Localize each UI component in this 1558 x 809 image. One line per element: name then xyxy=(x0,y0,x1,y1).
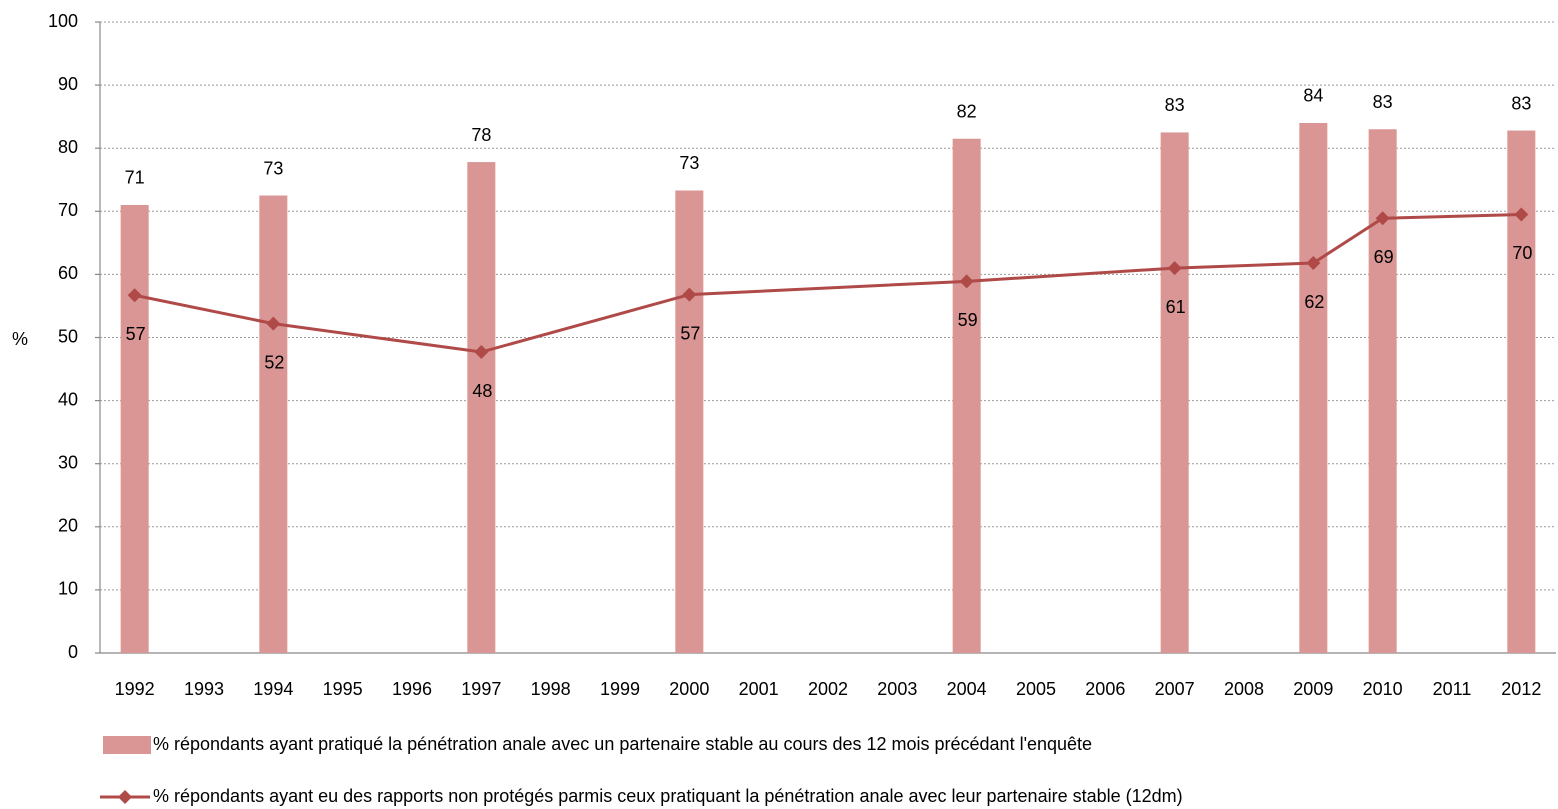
data-label: 78 xyxy=(471,125,491,145)
bar xyxy=(120,204,149,654)
x-tick-label: 2000 xyxy=(669,679,709,699)
y-tick-label: 0 xyxy=(68,642,78,662)
x-tick-label: 2005 xyxy=(1016,679,1056,699)
x-tick-label: 1997 xyxy=(461,679,501,699)
x-tick-label: 1992 xyxy=(115,679,155,699)
x-tick-label: 2007 xyxy=(1155,679,1195,699)
data-label: 52 xyxy=(264,352,284,372)
x-tick-label: 2004 xyxy=(947,679,987,699)
marker xyxy=(127,288,142,303)
y-tick-label: 20 xyxy=(58,516,78,536)
y-tick-label: 10 xyxy=(58,579,78,599)
marker xyxy=(1306,256,1321,271)
marker xyxy=(682,287,697,302)
data-label: 73 xyxy=(263,158,283,178)
x-tick-label: 2009 xyxy=(1293,679,1333,699)
x-tick-label: 2002 xyxy=(808,679,848,699)
y-tick-label: 30 xyxy=(58,452,78,472)
data-label: 62 xyxy=(1304,292,1324,312)
marker xyxy=(1167,261,1182,276)
x-tick-label: 2012 xyxy=(1501,679,1541,699)
y-tick-label: 50 xyxy=(58,326,78,346)
bar xyxy=(1160,132,1189,654)
y-tick-label: 100 xyxy=(48,11,78,31)
data-label: 71 xyxy=(125,168,145,188)
bar xyxy=(467,162,496,653)
data-label: 83 xyxy=(1165,95,1185,115)
marker xyxy=(1514,207,1529,222)
data-label: 70 xyxy=(1512,243,1532,263)
data-label: 59 xyxy=(958,310,978,330)
x-tick-label: 1994 xyxy=(253,679,293,699)
data-label: 73 xyxy=(679,153,699,173)
legend-label: % répondants ayant pratiqué la pénétrati… xyxy=(153,734,1092,754)
y-tick-label: 90 xyxy=(58,74,78,94)
x-tick-label: 1999 xyxy=(600,679,640,699)
x-tick-label: 2003 xyxy=(877,679,917,699)
data-label: 57 xyxy=(126,324,146,344)
y-tick-label: 60 xyxy=(58,263,78,283)
x-tick-label: 1996 xyxy=(392,679,432,699)
x-tick-label: 2001 xyxy=(739,679,779,699)
legend-marker xyxy=(118,790,132,804)
data-label: 57 xyxy=(680,323,700,343)
y-axis-label: % xyxy=(12,329,28,349)
data-label: 83 xyxy=(1373,92,1393,112)
bar xyxy=(1299,122,1328,653)
marker xyxy=(959,274,974,289)
bar xyxy=(675,190,704,654)
x-tick-label: 2008 xyxy=(1224,679,1264,699)
x-tick-label: 2011 xyxy=(1433,679,1472,699)
data-label: 48 xyxy=(472,381,492,401)
legend-swatch xyxy=(103,736,151,754)
data-label: 69 xyxy=(1374,247,1394,267)
marker xyxy=(1375,211,1390,226)
marker xyxy=(474,345,489,360)
x-tick-label: 2010 xyxy=(1363,679,1403,699)
bar xyxy=(259,195,288,653)
y-tick-label: 40 xyxy=(58,389,78,409)
data-label: 83 xyxy=(1511,93,1531,113)
bar xyxy=(1368,129,1397,653)
data-label: 82 xyxy=(957,101,977,121)
x-tick-label: 1995 xyxy=(323,679,363,699)
y-tick-label: 70 xyxy=(58,200,78,220)
legend-label: % répondants ayant eu des rapports non p… xyxy=(153,786,1183,806)
y-tick-label: 80 xyxy=(58,137,78,157)
bar xyxy=(952,138,981,654)
marker xyxy=(266,316,281,331)
x-tick-label: 1998 xyxy=(531,679,571,699)
x-tick-label: 1993 xyxy=(184,679,224,699)
x-tick-label: 2006 xyxy=(1085,679,1125,699)
data-label: 84 xyxy=(1303,86,1323,106)
data-label: 61 xyxy=(1166,297,1186,317)
